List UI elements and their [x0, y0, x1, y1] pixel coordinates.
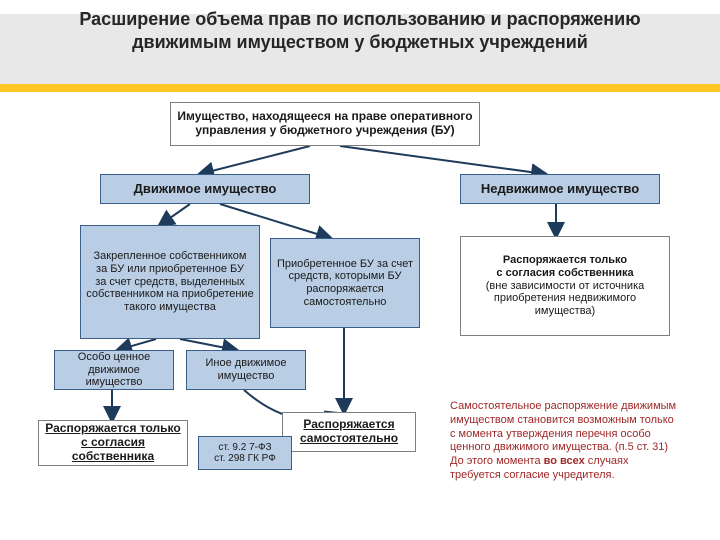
node-immovable: Недвижимое имущество	[460, 174, 660, 204]
node-acquired: Приобретенное БУ за счет средств, которы…	[270, 238, 420, 328]
node-assigned: Закрепленное собственникомза БУ или прио…	[80, 225, 260, 339]
node-other: Иное движимое имущество	[186, 350, 306, 390]
title-accent-bar	[0, 84, 720, 92]
footnote: Самостоятельное распоряжение движимым им…	[450, 400, 680, 483]
node-valuable: Особо ценное движимое имущество	[54, 350, 174, 390]
page-title: Расширение объема прав по использованию …	[40, 8, 680, 53]
node-rule_self: Распоряжается самостоятельно	[282, 412, 416, 452]
node-movable: Движимое имущество	[100, 174, 310, 204]
footnote-bold: во всех	[544, 455, 585, 467]
node-imm_rule: Распоряжается толькос согласия собственн…	[460, 236, 670, 336]
node-root: Имущество, находящееся на праве оператив…	[170, 102, 480, 146]
node-rule_consent: Распоряжается только с согласия собствен…	[38, 420, 188, 466]
node-law: ст. 9.2 7-ФЗст. 298 ГК РФ	[198, 436, 292, 470]
